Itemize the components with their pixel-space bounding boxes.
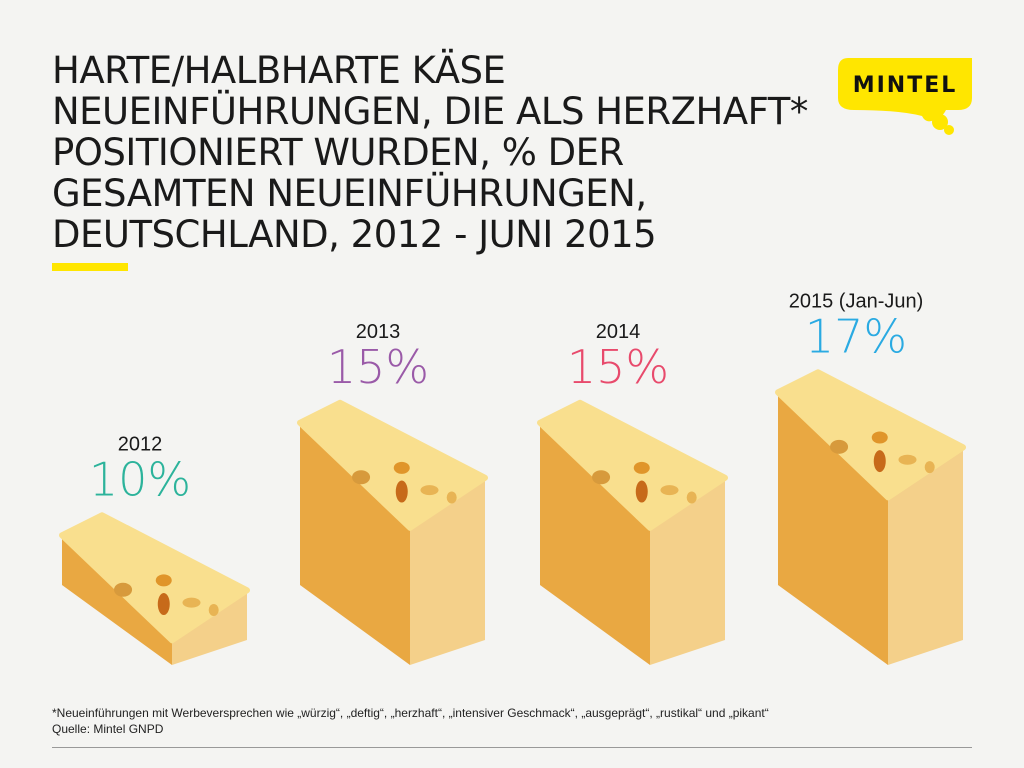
title-accent-bar [52, 263, 128, 271]
cheese-hole [633, 461, 650, 474]
cheese-hole [393, 461, 410, 474]
cheese-hole [635, 480, 648, 503]
cheese-hole [208, 603, 219, 616]
cheese-right-face [410, 477, 485, 665]
cheese-hole [352, 470, 371, 485]
footnote: *Neueinführungen mit Werbeversprechen wi… [52, 705, 769, 737]
cheese-hole [898, 454, 917, 465]
cheese-top-face [297, 399, 488, 531]
cheese-hole [686, 491, 697, 504]
cheese-hole [592, 470, 611, 485]
value-label: 15% [567, 340, 669, 394]
cheese-hole [157, 593, 170, 616]
cheese-hole [873, 450, 886, 473]
cheese-hole [871, 431, 888, 444]
category-label: 2012 [118, 433, 163, 455]
cheese-hole [446, 491, 457, 504]
cheese-right-face [888, 447, 963, 665]
cheese-hole [420, 485, 439, 496]
cheese-hole [830, 439, 849, 454]
cheese-hole [114, 582, 133, 597]
cheese-hole [395, 480, 408, 503]
value-label: 15% [327, 340, 429, 394]
cheese-hole [924, 461, 935, 474]
cheese-top-face [537, 399, 728, 531]
cheese-top-face [59, 512, 250, 644]
cheese-left-face [300, 422, 410, 665]
cheese-top-face [775, 369, 966, 501]
cheese-left-face [62, 535, 172, 665]
cheese-hole [660, 485, 679, 496]
cheese-right-face [650, 477, 725, 665]
category-label: 2013 [356, 321, 401, 343]
value-label: 17% [805, 309, 907, 363]
cheese-hole [155, 574, 172, 587]
footer-divider [52, 747, 972, 748]
category-label: 2015 (Jan-Jun) [789, 290, 924, 312]
value-label: 10% [89, 452, 191, 506]
svg-text:MINTEL: MINTEL [853, 73, 958, 98]
chart-title: HARTE/HALBHARTE KÄSE NEUEINFÜHRUNGEN, DI… [52, 49, 808, 256]
category-label: 2014 [596, 321, 641, 343]
cheese-left-face [540, 422, 650, 665]
cheese-hole [182, 597, 201, 608]
footnote-note: *Neueinführungen mit Werbeversprechen wi… [52, 706, 769, 720]
cheese-right-face [172, 590, 247, 665]
mintel-logo: MINTEL [838, 58, 972, 135]
cheese-left-face [778, 392, 888, 665]
footnote-source: Quelle: Mintel GNPD [52, 722, 164, 736]
